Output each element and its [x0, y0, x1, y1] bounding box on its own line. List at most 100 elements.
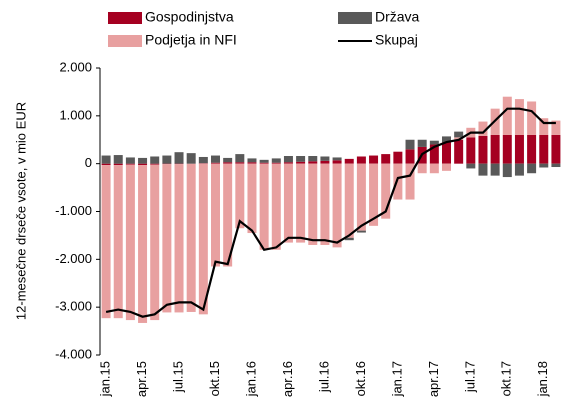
- legend-label: Podjetja in NFI: [145, 32, 237, 48]
- bar: [247, 158, 257, 163]
- bar: [369, 163, 379, 226]
- bar: [113, 165, 123, 319]
- bar: [490, 163, 500, 176]
- y-tick-label: -4.000: [55, 346, 92, 361]
- bar: [283, 156, 293, 163]
- bar: [235, 154, 245, 163]
- x-tick-label: jan.15: [98, 361, 113, 397]
- bar: [429, 163, 439, 174]
- legend-label: Država: [375, 9, 420, 25]
- x-tick-label: jul.16: [316, 361, 331, 393]
- bar: [308, 161, 318, 164]
- bar: [283, 163, 293, 243]
- x-tick-label: apr.15: [134, 361, 149, 397]
- bar: [150, 163, 160, 165]
- bar: [332, 163, 342, 248]
- bar: [186, 163, 196, 312]
- bar: [454, 131, 464, 138]
- y-axis-label: 12-mesečne drseče vsote, v mio EUR: [13, 102, 28, 320]
- bar: [186, 153, 196, 164]
- bar: [356, 156, 366, 164]
- bar: [539, 134, 549, 164]
- bar: [502, 134, 512, 164]
- bar: [308, 156, 318, 162]
- bar: [113, 155, 123, 164]
- legend-label: Skupaj: [375, 32, 418, 48]
- bar: [235, 162, 245, 164]
- y-tick-label: 2.000: [59, 59, 92, 74]
- bar: [174, 164, 184, 313]
- bar: [271, 163, 281, 250]
- bar: [344, 163, 354, 238]
- bar: [417, 163, 427, 174]
- bar: [259, 162, 269, 164]
- y-tick-label: -2.000: [55, 251, 92, 266]
- bar: [320, 160, 330, 164]
- bar: [211, 162, 220, 164]
- bar: [551, 163, 561, 168]
- x-tick-label: okt.17: [499, 361, 514, 396]
- x-tick-label: jul.15: [170, 361, 185, 393]
- bar: [150, 164, 160, 321]
- bar: [271, 158, 281, 163]
- bar: [308, 163, 318, 245]
- bar: [490, 134, 500, 164]
- bar: [332, 160, 342, 164]
- bar: [235, 163, 245, 229]
- bar: [369, 155, 379, 164]
- legend-swatch: [338, 12, 372, 24]
- bar: [514, 134, 524, 164]
- x-tick-label: okt.15: [207, 361, 222, 396]
- bar: [223, 157, 233, 163]
- bar: [539, 163, 549, 168]
- bar: [138, 157, 148, 164]
- x-tick-label: jan.17: [389, 361, 404, 397]
- bar: [466, 163, 476, 169]
- bar: [113, 163, 123, 166]
- bar: [417, 139, 427, 147]
- bar: [125, 164, 135, 321]
- bar: [527, 101, 537, 135]
- bar: [539, 118, 549, 135]
- bar: [405, 139, 415, 150]
- bar: [138, 165, 148, 323]
- bar: [174, 152, 184, 164]
- bar: [429, 144, 439, 164]
- bar: [283, 162, 293, 164]
- bar: [381, 163, 391, 219]
- bar: [101, 165, 111, 319]
- bar: [198, 156, 208, 164]
- bar: [125, 157, 135, 164]
- bar: [514, 99, 524, 135]
- legend-swatch: [108, 35, 142, 47]
- line: [105, 107, 556, 318]
- bar: [296, 156, 306, 162]
- bar: [527, 134, 537, 164]
- bar: [211, 155, 220, 163]
- bar: [271, 162, 281, 164]
- bar: [393, 163, 403, 200]
- bar: [478, 163, 488, 176]
- bar: [405, 163, 415, 200]
- bar: [502, 163, 512, 178]
- bar: [198, 163, 208, 315]
- bar: [344, 158, 354, 164]
- y-tick-label: 1.000: [59, 107, 92, 122]
- bar: [247, 163, 257, 234]
- x-tick-label: jul.17: [462, 361, 477, 393]
- bar: [259, 159, 269, 163]
- y-tick-label: -3.000: [55, 299, 92, 314]
- bar: [429, 140, 439, 145]
- x-tick-label: apr.16: [280, 361, 295, 397]
- bar: [320, 156, 330, 161]
- bar: [454, 139, 464, 164]
- bar: [259, 163, 269, 250]
- legend-swatch: [108, 12, 142, 24]
- bar: [405, 149, 415, 164]
- bar: [101, 163, 111, 166]
- bar: [296, 163, 306, 243]
- bar: [442, 163, 451, 171]
- bar: [514, 163, 524, 176]
- bar: [381, 154, 391, 164]
